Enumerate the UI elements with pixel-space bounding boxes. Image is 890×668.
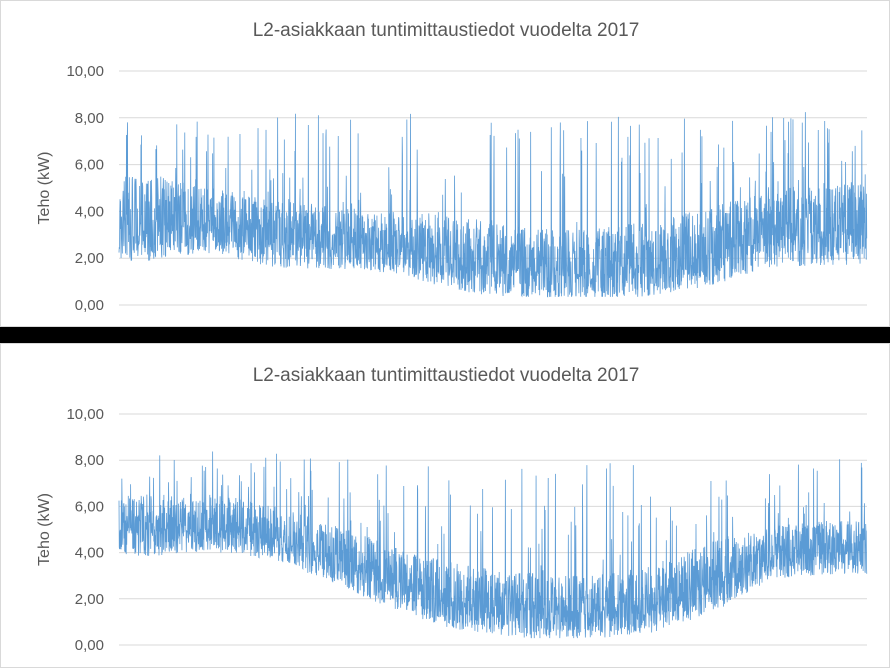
chart-panel-top: L2-asiakkaan tuntimittaustiedot vuodelta… [0,0,890,327]
y-tick-label: 6,00 [75,157,104,174]
y-tick-label: 10,00 [66,406,104,423]
y-axis-title: Teho (kW) [36,152,53,225]
y-tick-label: 0,00 [75,637,104,654]
chart-canvas-top: 0,00 2,00 4,00 6,00 8,00 10,00 Teho (kW) [36,63,868,314]
y-tick-label: 2,00 [75,250,104,267]
y-tick-label: 6,00 [75,498,104,515]
chart-canvas-bottom: 0,00 2,00 4,00 6,00 8,00 10,00 Teho (kW) [36,406,868,654]
y-tick-label: 2,00 [75,591,104,608]
series-line [118,451,868,639]
y-tick-label: 4,00 [75,203,104,220]
y-tick-label: 0,00 [75,297,104,314]
chart-panel-bottom: L2-asiakkaan tuntimittaustiedot vuodelta… [0,343,890,668]
y-axis-title: Teho (kW) [36,493,53,566]
series-line [118,112,868,298]
chart-title: L2-asiakkaan tuntimittaustiedot vuodelta… [252,365,640,386]
y-tick-label: 4,00 [75,545,104,562]
y-tick-label: 8,00 [75,110,104,127]
chart-title: L2-asiakkaan tuntimittaustiedot vuodelta… [252,20,640,41]
y-tick-label: 8,00 [75,452,104,469]
y-tick-label: 10,00 [66,63,104,80]
